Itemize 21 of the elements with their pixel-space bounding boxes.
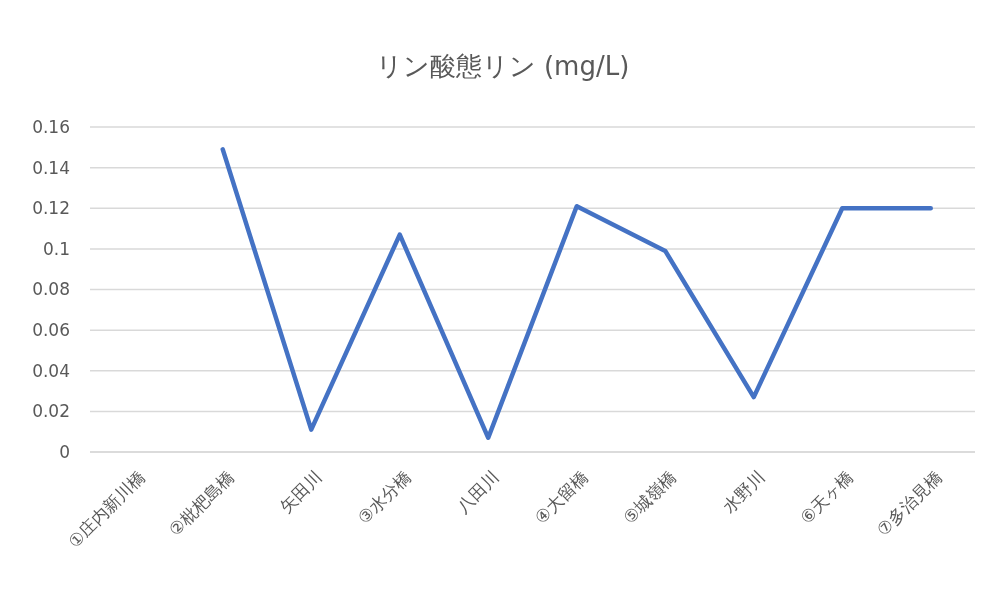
x-tick-label: ②枇杷島橋 [164, 466, 238, 540]
x-tick-label: ⑦多治見橋 [872, 466, 946, 540]
x-tick-label: ③水分橋 [353, 466, 415, 528]
x-tick-label: ④大留橋 [530, 466, 592, 528]
x-tick-label: 水野川 [718, 466, 769, 518]
y-tick-label: 0.08 [32, 279, 70, 300]
y-tick-label: 0.12 [32, 198, 70, 219]
y-tick-label: 0.06 [32, 320, 70, 341]
x-tick-label: 八田川 [453, 466, 504, 518]
y-tick-label: 0.04 [32, 360, 70, 381]
line-series [220, 147, 933, 441]
x-tick-label: ①庄内新川橋 [64, 466, 150, 552]
x-tick-label: ⑤城嶺橋 [619, 466, 681, 528]
x-tick-label: ⑥天ヶ橋 [796, 466, 858, 528]
chart-title: リン酸態リン (mg/L) [375, 51, 630, 81]
y-tick-label: 0.1 [42, 238, 70, 259]
y-tick-label: 0.14 [32, 157, 70, 178]
x-tick-label: 矢田川 [276, 466, 327, 518]
y-tick-label: 0.16 [32, 116, 70, 137]
y-tick-label: 0 [59, 441, 70, 462]
y-tick-label: 0.02 [32, 401, 70, 422]
